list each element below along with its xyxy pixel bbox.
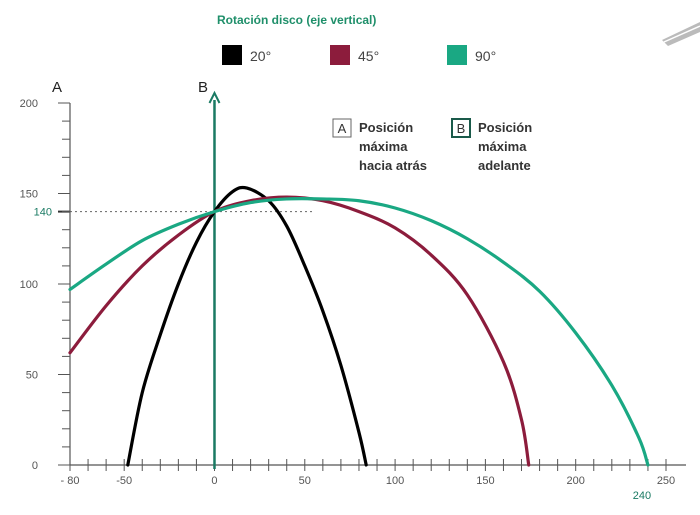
legend: Rotación disco (eje vertical) 20° 45° 90° [217, 13, 496, 65]
legend-swatch-0 [222, 45, 242, 65]
annotation-text-A: Posición [359, 120, 413, 135]
x-tick-label: 200 [567, 475, 585, 487]
annotation-box-B [451, 118, 471, 138]
legend-swatch-1 [330, 45, 350, 65]
legend-swatch-2 [447, 45, 467, 65]
x-tick-label: 50 [299, 475, 311, 487]
series-line-1 [68, 195, 531, 467]
y-tick-label: 50 [26, 370, 38, 382]
y-tick-label: 150 [20, 189, 38, 201]
ref-label-140: 140 [34, 207, 52, 219]
y-tick-label: 200 [20, 98, 38, 110]
series-line-2 [68, 196, 650, 467]
axis-label-a: A [52, 79, 62, 96]
x-tick-label: - 80 [61, 475, 80, 487]
axis-label-b: B [198, 79, 208, 96]
legend-label-0: 20° [250, 48, 271, 64]
annotation-letter-B: B [457, 121, 466, 136]
x-tick-label: 150 [476, 475, 494, 487]
annotation-text-B: adelante [478, 158, 531, 173]
y-tick-label: 100 [20, 279, 38, 291]
annotation-text-A: hacia atrás [359, 158, 427, 173]
series-line-0 [126, 185, 368, 467]
chart-title: Rotación disco (eje vertical) [217, 13, 376, 27]
annotation-box-A [332, 118, 352, 138]
annotation-text-B: máxima [478, 139, 527, 154]
y-tick-label: 0 [32, 460, 38, 472]
device-edge-highlight [663, 25, 700, 43]
legend-label-2: 90° [475, 48, 496, 64]
axis-b-arrow [208, 90, 221, 104]
annotation-letter-A: A [338, 121, 347, 136]
annotation-text-B: Posición [478, 120, 532, 135]
x-tick-label: -50 [116, 475, 132, 487]
x-tick-label: 0 [211, 475, 217, 487]
x-tick-label: 250 [657, 475, 675, 487]
annotation-text-A: máxima [359, 139, 408, 154]
ref-label-240: 240 [633, 490, 651, 502]
legend-label-1: 45° [358, 48, 379, 64]
x-tick-label: 100 [386, 475, 404, 487]
